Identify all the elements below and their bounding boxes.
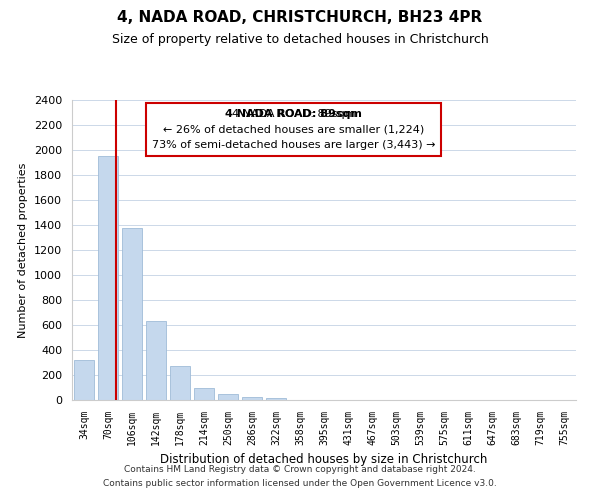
Y-axis label: Number of detached properties: Number of detached properties [19, 162, 28, 338]
Bar [218, 394, 238, 400]
Text: 4 NADA ROAD: 89sqm: 4 NADA ROAD: 89sqm [226, 109, 362, 119]
Bar [266, 398, 286, 400]
Bar [194, 388, 214, 400]
Text: 4, NADA ROAD, CHRISTCHURCH, BH23 4PR: 4, NADA ROAD, CHRISTCHURCH, BH23 4PR [118, 10, 482, 25]
Text: Contains HM Land Registry data © Crown copyright and database right 2024.
Contai: Contains HM Land Registry data © Crown c… [103, 466, 497, 487]
Bar [146, 322, 166, 400]
Bar [242, 397, 262, 400]
X-axis label: Distribution of detached houses by size in Christchurch: Distribution of detached houses by size … [160, 454, 488, 466]
Text: Size of property relative to detached houses in Christchurch: Size of property relative to detached ho… [112, 32, 488, 46]
Bar [170, 366, 190, 400]
Bar [98, 156, 118, 400]
Bar [122, 228, 142, 400]
Bar [74, 360, 94, 400]
Text: 4 NADA ROAD: 89sqm
← 26% of detached houses are smaller (1,224)
73% of semi-deta: 4 NADA ROAD: 89sqm ← 26% of detached hou… [152, 109, 436, 150]
